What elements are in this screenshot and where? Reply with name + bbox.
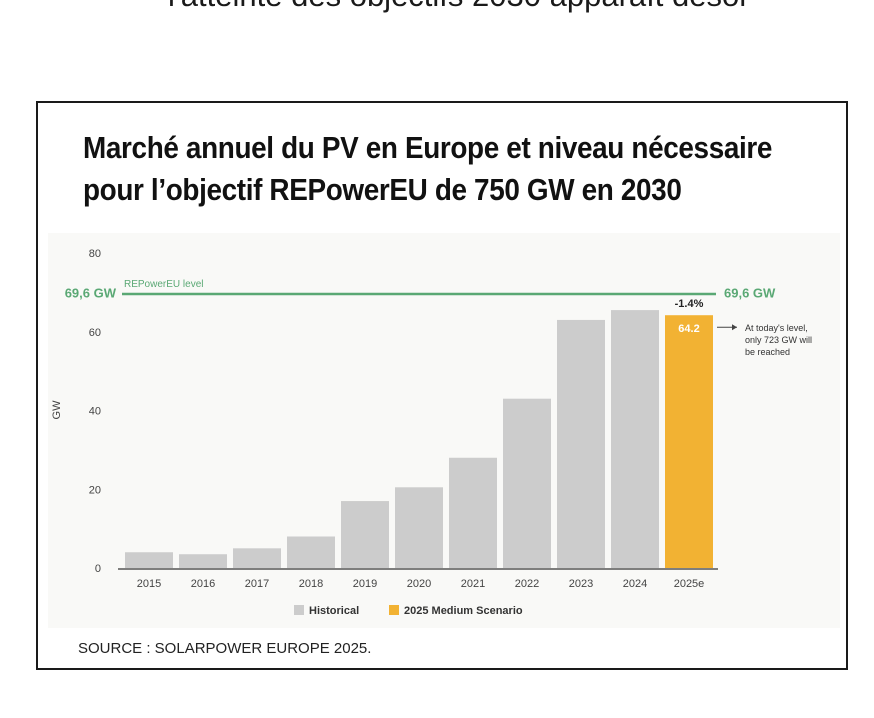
bar-chart: 0 20 40 60 80 GW 2015 2016 2017 2018 2019 2020 202… bbox=[48, 233, 840, 628]
x-tick-label-2016: 2016 bbox=[191, 578, 215, 590]
annotation-text-line-1: At today's level, bbox=[745, 323, 808, 333]
legend-label-1: Historical bbox=[309, 605, 359, 617]
chart-title: Marché annuel du PV en Europe et niveau … bbox=[83, 127, 773, 211]
x-tick-label-2021: 2021 bbox=[461, 578, 485, 590]
x-tick-label-2017: 2017 bbox=[245, 578, 269, 590]
bar-2022 bbox=[503, 398, 551, 568]
legend-swatch-1 bbox=[294, 605, 304, 615]
x-tick-label-2023: 2023 bbox=[569, 578, 593, 590]
y-tick-label-80: 80 bbox=[89, 248, 101, 260]
x-tick-label-2018: 2018 bbox=[299, 578, 323, 590]
x-tick-label-2025e: 2025e bbox=[674, 578, 705, 590]
y-axis: 0 20 40 60 80 bbox=[89, 248, 101, 575]
annotation-arrow-head bbox=[732, 324, 737, 331]
annotation-text-line-2: only 723 GW will bbox=[745, 335, 812, 345]
reference-line-right-value: 69,6 GW bbox=[724, 285, 776, 300]
change-label: -1.4% bbox=[675, 298, 704, 310]
legend-label-2: 2025 Medium Scenario bbox=[404, 605, 523, 617]
x-tick-label-2019: 2019 bbox=[353, 578, 377, 590]
bar-2016 bbox=[179, 554, 227, 568]
y-tick-label-20: 20 bbox=[89, 484, 101, 496]
chart-card: Marché annuel du PV en Europe et niveau … bbox=[36, 101, 848, 670]
y-tick-label-0: 0 bbox=[95, 563, 101, 575]
y-tick-label-60: 60 bbox=[89, 327, 101, 339]
annotation-group: -1.4% 64.2 At today's level, only 723 GW wi… bbox=[675, 298, 812, 357]
bar-2024 bbox=[611, 310, 659, 568]
y-axis-label: GW bbox=[51, 400, 63, 420]
bar-2017 bbox=[233, 548, 281, 568]
bars bbox=[125, 310, 713, 568]
scenario-bar-value-label: 64.2 bbox=[678, 323, 699, 335]
legend-swatch-2 bbox=[389, 605, 399, 615]
source-note: SOURCE : SOLARPOWER EUROPE 2025. bbox=[78, 640, 372, 657]
bar-2018 bbox=[287, 536, 335, 568]
bar-2015 bbox=[125, 552, 173, 568]
bar-2020 bbox=[395, 487, 443, 568]
x-axis: 2015 2016 2017 2018 2019 2020 2021 2022 2023 2024… bbox=[118, 568, 718, 590]
reference-line-group: REPowerEU level 69,6 GW 69,6 GW bbox=[65, 279, 776, 300]
legend: Historical 2025 Medium Scenario bbox=[294, 605, 523, 617]
reference-line-left-value: 69,6 GW bbox=[65, 285, 117, 300]
x-tick-label-2020: 2020 bbox=[407, 578, 431, 590]
y-tick-label-40: 40 bbox=[89, 406, 101, 418]
chart-title-line-1: Marché annuel du PV en Europe et niveau … bbox=[83, 130, 773, 165]
x-tick-label-2022: 2022 bbox=[515, 578, 539, 590]
bar-2019 bbox=[341, 501, 389, 568]
bar-2021 bbox=[449, 457, 497, 568]
page-heading-fragment: l'atteinte des objectifs 2030 apparaît d… bbox=[168, 0, 750, 14]
reference-line-label: REPowerEU level bbox=[124, 279, 203, 290]
annotation-text-line-3: be reached bbox=[745, 347, 790, 357]
x-tick-label-2024: 2024 bbox=[623, 578, 647, 590]
x-tick-label-2015: 2015 bbox=[137, 578, 161, 590]
bar-2023 bbox=[557, 319, 605, 568]
chart-title-line-2: pour l’objectif REPowerEU de 750 GW en 2… bbox=[83, 172, 682, 207]
bar-2025e bbox=[665, 315, 713, 568]
